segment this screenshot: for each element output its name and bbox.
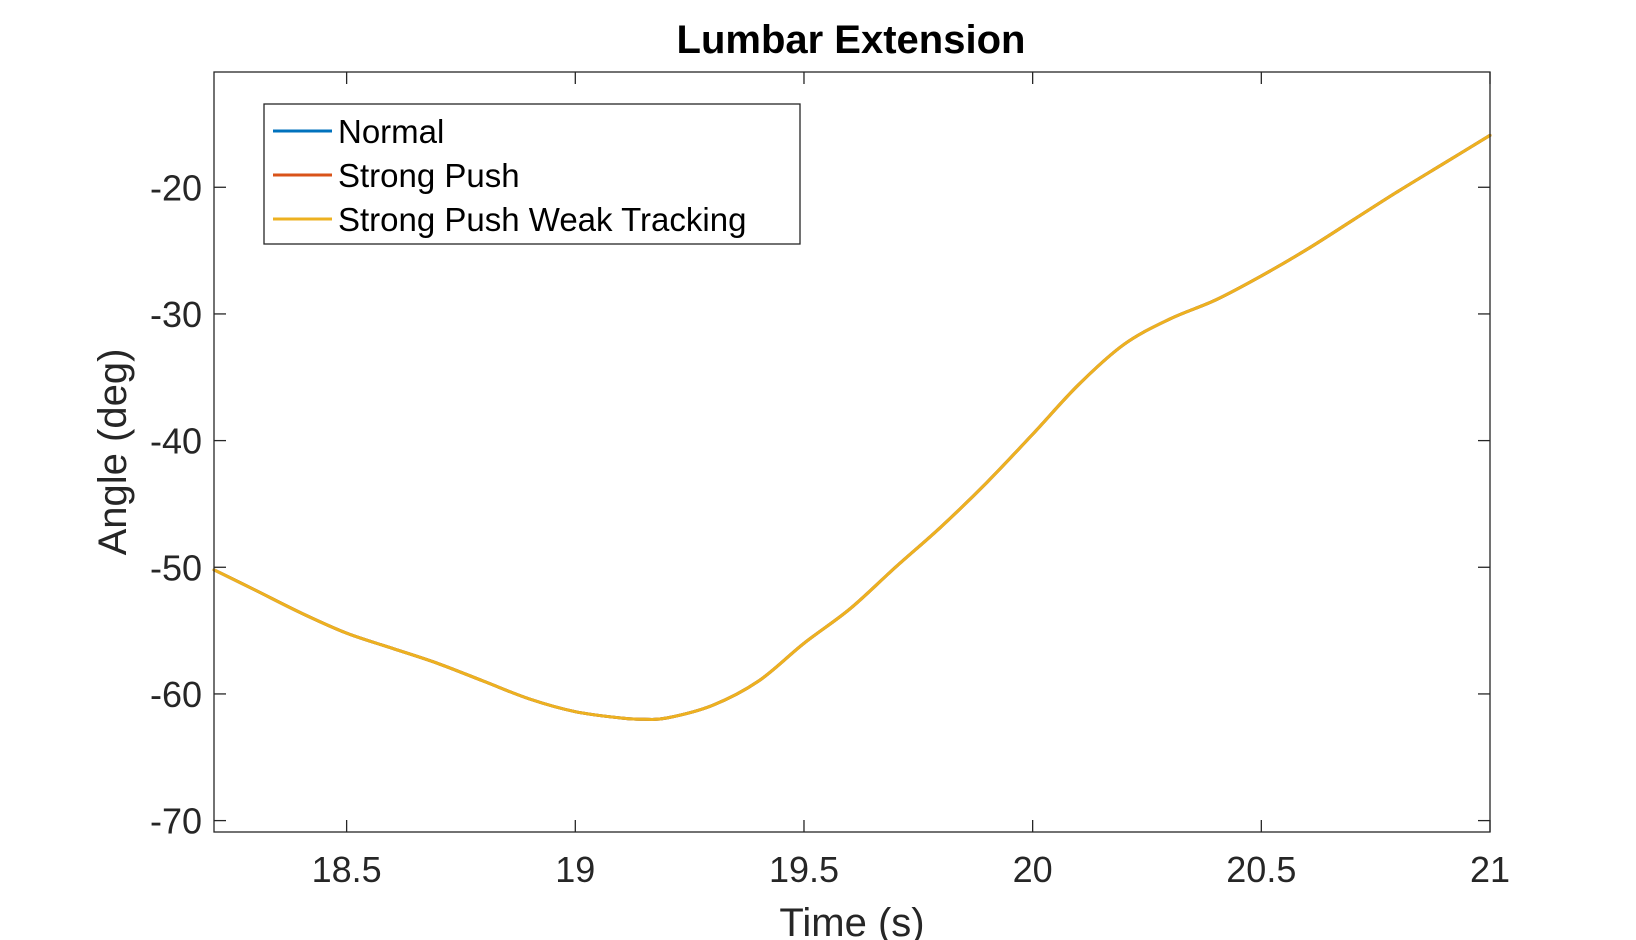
x-tick-label: 20 bbox=[1013, 849, 1053, 890]
legend-label: Strong Push bbox=[338, 157, 520, 194]
x-tick-label: 19 bbox=[555, 849, 595, 890]
x-axis-label: Time (s) bbox=[779, 901, 924, 940]
x-tick-label: 19.5 bbox=[769, 849, 839, 890]
legend-label: Normal bbox=[338, 113, 444, 150]
legend-box bbox=[263, 103, 801, 245]
series-layer bbox=[212, 133, 1492, 722]
legend-label: Strong Push Weak Tracking bbox=[338, 201, 746, 238]
x-tick-label: 18.5 bbox=[312, 849, 382, 890]
chart-title: Lumbar Extension bbox=[677, 18, 1026, 62]
tick-layer: 18.5 19 19.5 20 20.5 21 -70 -60 -50 -40 -30 -20 bbox=[150, 72, 1510, 890]
legend: Normal Strong Push Strong Push Weak Tracki… bbox=[263, 103, 801, 245]
y-axis-label: Angle (deg) bbox=[91, 349, 135, 556]
axes-box bbox=[213, 71, 1491, 833]
y-tick-label: -60 bbox=[150, 674, 202, 715]
y-tick-label: -20 bbox=[150, 167, 202, 208]
x-tick-label: 20.5 bbox=[1226, 849, 1296, 890]
y-tick-label: -50 bbox=[150, 547, 202, 588]
y-tick-label: -70 bbox=[150, 801, 202, 842]
x-tick-label: 21 bbox=[1470, 849, 1510, 890]
y-tick-label: -30 bbox=[150, 294, 202, 335]
series-line-strong-push-weak-tracking bbox=[212, 133, 1492, 722]
y-tick-label: -40 bbox=[150, 421, 202, 462]
